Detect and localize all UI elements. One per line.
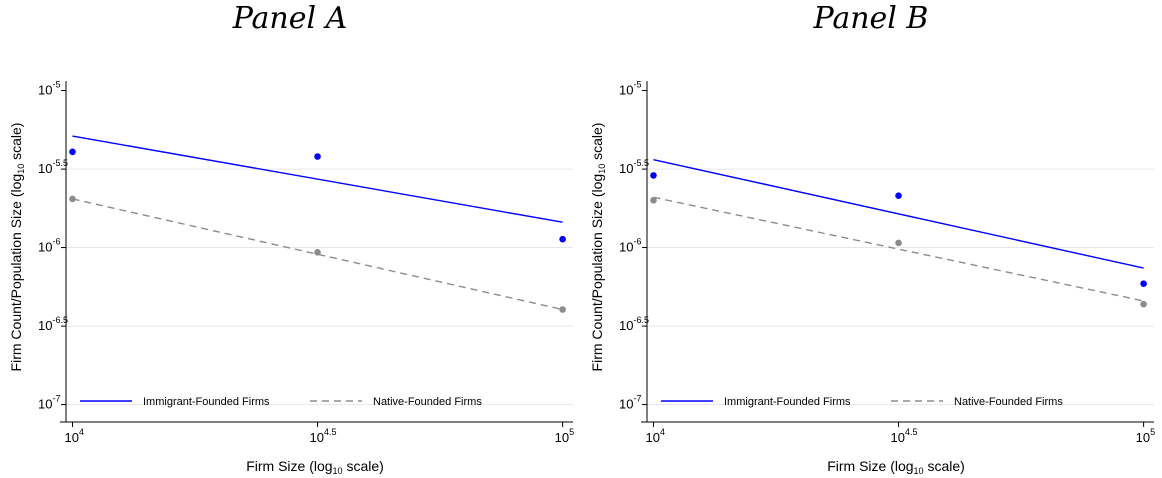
- panel-a-y-tick-label: 10-6: [38, 237, 60, 255]
- panel-a-immigrant-point: [314, 153, 321, 160]
- panel-b-immigrant-fit-line: [653, 158, 1144, 269]
- panel-a-y-axis-label: Firm Count/Population Size (log10 scale): [8, 123, 26, 372]
- panel-b-immigrant-point: [1140, 280, 1147, 287]
- panel-b-legend-native-label: Native-Founded Firms: [954, 396, 1063, 408]
- panel-a-x-tick-label: 104: [64, 427, 83, 445]
- panel-b-native-point: [895, 239, 902, 247]
- panel-b-y-tick-label: 10-5.5: [619, 158, 649, 176]
- panel-a-immigrant-fit-line: [72, 135, 563, 223]
- panel-b-native-fit-line: [653, 196, 1144, 302]
- panel-a-y-tick-label: 10-5.5: [38, 158, 68, 176]
- panel-a-native-point: [69, 195, 76, 203]
- panel-b-legend-immigrant-label: Immigrant-Founded Firms: [724, 396, 851, 408]
- panel-b-x-tick-label: 104.5: [891, 427, 918, 445]
- panel-b-y-tick-label: 10-6.5: [619, 315, 649, 333]
- panel-a-native-point: [314, 248, 321, 256]
- panel-b-immigrant-point: [895, 192, 902, 199]
- panel-a-x-tick-label: 105: [555, 427, 574, 445]
- panel-a-legend-immigrant-label: Immigrant-Founded Firms: [143, 396, 270, 408]
- panel-b-y-tick-label: 10-5: [619, 80, 641, 98]
- panel-a-y-tick-label: 10-7: [38, 394, 60, 412]
- panel-a-immigrant-point: [69, 148, 76, 156]
- panel-a-x-tick-label: 104.5: [310, 427, 337, 445]
- panel-a-x-axis-label: Firm Size (log10 scale): [246, 458, 384, 476]
- panel-a-immigrant-point: [559, 235, 566, 243]
- panel-b-immigrant-point: [650, 172, 657, 179]
- panel-a-native-point: [559, 306, 566, 313]
- panel-b-native-point: [1140, 300, 1147, 308]
- panel-b-y-axis-label: Firm Count/Population Size (log10 scale): [589, 123, 607, 372]
- panel-b-x-tick-label: 104: [645, 427, 664, 445]
- panel-a-y-tick-label: 10-6.5: [38, 315, 68, 333]
- panel-b-x-tick-label: 105: [1136, 427, 1155, 445]
- panel-a-legend-native-label: Native-Founded Firms: [373, 396, 482, 408]
- panel-a-y-tick-label: 10-5: [38, 80, 60, 98]
- panel-b-y-tick-label: 10-7: [619, 394, 641, 412]
- panel-b-title: Panel B: [813, 1, 929, 36]
- panel-b-native-point: [650, 196, 657, 204]
- panel-b-x-axis-label: Firm Size (log10 scale): [827, 458, 965, 476]
- panel-a-title: Panel A: [232, 1, 348, 36]
- panel-b-y-tick-label: 10-6: [619, 237, 641, 255]
